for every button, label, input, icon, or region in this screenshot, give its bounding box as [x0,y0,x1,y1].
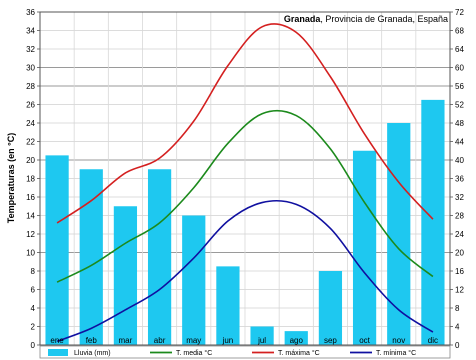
y-tick-right-label: 72 [455,8,464,17]
y-tick-right-label: 56 [455,82,464,91]
min-temp-line [56,199,434,343]
max-temp-line [56,23,434,224]
y-tick-left-label: 34 [26,27,35,36]
chart-title-place: Granada [284,14,322,24]
x-tick-label: oct [359,336,370,345]
x-tick-label: dic [428,336,438,345]
legend: Lluvia (mm) T. media °C T. máxima °C T. mín… [48,349,416,357]
y-tick-left-label: 28 [26,82,35,91]
rain-bar-sep [318,271,343,345]
x-axis: ene feb mar abr may jun jul ago sep oct nov dic [50,336,438,345]
rain-bar-abr [147,169,172,345]
legend-label: Lluvia (mm) [74,350,111,357]
y-tick-right-label: 68 [455,27,464,36]
x-tick-label: may [186,336,201,345]
y-tick-left-label: 22 [26,138,35,147]
rain-bar-oct [352,150,377,345]
x-tick-label: jun [222,336,234,345]
y-tick-right-label: 20 [455,249,464,258]
y-tick-left-label: 14 [26,212,35,221]
legend-swatch-rain [48,349,68,356]
rain-bar-nov [387,123,411,345]
y-tick-right-label: 0 [455,341,460,350]
y-tick-left-label: 30 [26,64,35,73]
y-tick-right-label: 8 [455,304,460,313]
y-tick-left-label: 12 [26,230,35,239]
temperature-lines [56,23,434,343]
y-tick-left-label: 4 [31,304,36,313]
y-tick-right-label: 36 [455,175,464,184]
rain-bar-jul [250,326,274,345]
x-tick-label: feb [86,336,98,345]
y-tick-left-label: 16 [26,193,35,202]
x-tick-label: sep [324,336,337,345]
y-tick-right-label: 40 [455,156,464,165]
rain-bar-ago [284,331,308,345]
x-tick-label: jul [257,336,266,345]
x-tick-label: nov [392,336,405,345]
legend-label: T. máxima °C [278,349,320,357]
y-tick-left-label: 8 [31,267,36,276]
y-tick-right-label: 24 [455,230,464,239]
x-tick-label: mar [119,336,133,345]
y-tick-left-label: 20 [26,156,35,165]
y-tick-left-label: 0 [31,341,36,350]
rain-bar-feb [79,169,103,345]
legend-label: T. mínima °C [376,349,416,357]
y-tick-left-label: 2 [31,323,36,332]
x-tick-label: ago [290,336,304,345]
rain-bar-may [182,215,206,345]
x-tick-label: abr [154,336,166,345]
legend-label: T. media °C [176,349,212,357]
y-tick-right-label: 16 [455,267,464,276]
y-tick-right-label: 64 [455,45,464,54]
y-tick-right-label: 44 [455,138,464,147]
legend-box [39,345,451,359]
y-axis-title: Temperaturas (en °C) [6,133,16,223]
chart-title: Granada, Provincia de Granada, España [284,14,448,24]
chart-title-rest: , Provincia de Granada, España [320,14,448,24]
mean-temp-line [56,109,434,283]
rain-bar-mar [113,206,138,345]
y-tick-left-label: 26 [26,101,35,110]
y-tick-right-label: 48 [455,119,464,128]
y-tick-left-label: 10 [26,249,35,258]
x-tick-label: ene [50,336,64,345]
y-tick-right-label: 52 [455,101,464,110]
y-tick-left-label: 36 [26,8,35,17]
rain-bar-dic [421,99,445,345]
rain-bar-ene [45,155,69,345]
y-tick-right-label: 12 [455,286,464,295]
y-tick-left-label: 24 [26,119,35,128]
y-tick-left-label: 18 [26,175,35,184]
y-tick-left-label: 32 [26,45,35,54]
y-tick-right-label: 4 [455,323,460,332]
y-tick-right-label: 32 [455,193,464,202]
rain-bars [45,99,445,345]
y-tick-right-label: 60 [455,64,464,73]
rain-bar-jun [216,266,240,345]
y-tick-right-label: 28 [455,212,464,221]
y-tick-left-label: 6 [31,286,36,295]
